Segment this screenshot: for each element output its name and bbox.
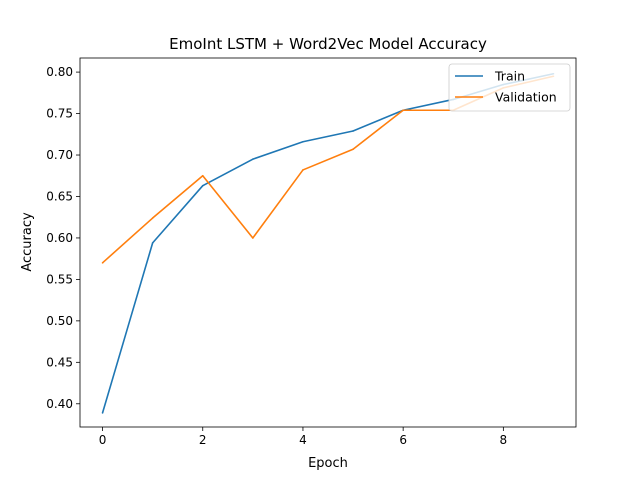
series-line-0 — [101, 72, 554, 414]
x-axis-ticks: 0 2 4 6 8 — [99, 427, 507, 447]
y-tick-label: 0.55 — [46, 272, 73, 286]
data-point — [302, 169, 304, 171]
chart-title: EmoInt LSTM + Word2Vec Model Accuracy — [169, 35, 487, 53]
data-point — [352, 148, 354, 151]
data-point — [402, 109, 404, 112]
data-point — [302, 140, 304, 143]
plot-frame — [79, 57, 577, 428]
x-axis-label: Epoch — [308, 456, 348, 471]
y-axis-label: Accuracy — [20, 212, 35, 272]
legend-label: Validation — [495, 90, 557, 105]
x-tick-label: 6 — [399, 433, 407, 447]
data-point — [201, 184, 204, 187]
data-point — [201, 174, 204, 177]
legend: Train Validation — [448, 63, 571, 112]
x-tick-label: 0 — [99, 433, 107, 447]
data-point — [151, 217, 154, 219]
y-tick-label: 0.75 — [46, 107, 73, 121]
x-tick-label: 8 — [500, 433, 508, 447]
data-point — [151, 242, 154, 244]
data-point — [252, 158, 254, 160]
y-tick-label: 0.60 — [46, 231, 73, 245]
x-tick-label: 2 — [199, 433, 207, 447]
y-tick-label: 0.40 — [46, 397, 73, 411]
data-point — [101, 262, 104, 264]
y-tick-label: 0.80 — [46, 65, 73, 79]
series-layer — [101, 72, 555, 414]
data-point — [252, 237, 254, 239]
y-tick-label: 0.70 — [46, 148, 73, 162]
legend-label: Train — [494, 69, 525, 84]
data-point — [101, 412, 104, 414]
data-point — [352, 130, 354, 132]
y-axis-ticks: 0.40 0.45 0.50 0.55 0.60 0.65 0.70 0.75 0.80 — [46, 65, 80, 411]
y-tick-label: 0.50 — [46, 314, 73, 328]
y-tick-label: 0.45 — [46, 355, 73, 369]
y-tick-label: 0.65 — [46, 189, 73, 203]
x-tick-label: 4 — [299, 433, 307, 447]
